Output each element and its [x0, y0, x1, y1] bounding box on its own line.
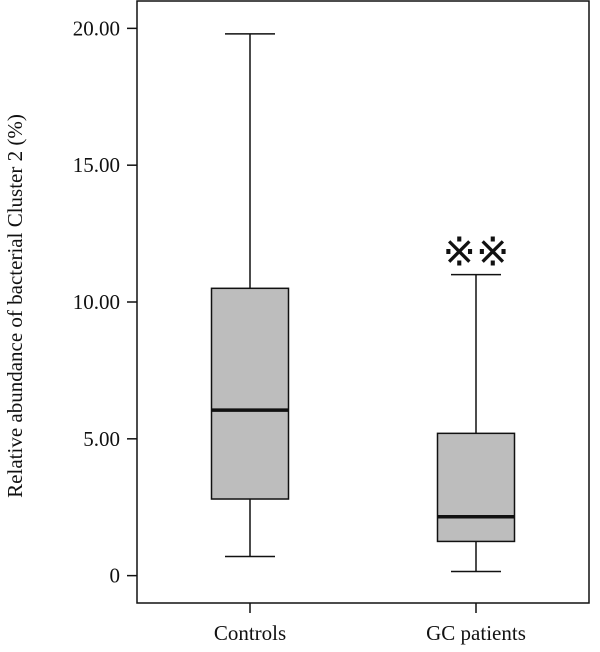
x-tick-label: Controls: [214, 621, 286, 645]
y-axis: 0 5.00 10.00 15.00 20.00: [73, 16, 137, 588]
iqr-box: [210, 287, 290, 500]
y-tick-label: 10.00: [73, 290, 120, 314]
y-tick-label: 20.00: [73, 16, 120, 40]
y-axis-title: Relative abundance of bacterial Cluster …: [3, 114, 27, 498]
y-tick-label: 0: [110, 564, 121, 588]
y-tick-label: 5.00: [83, 427, 120, 451]
y-tick-label: 15.00: [73, 153, 120, 177]
x-axis: Controls GC patients: [214, 603, 526, 645]
plot-frame: [136, 0, 590, 604]
boxes: ※※: [210, 33, 516, 573]
x-tick-label: GC patients: [426, 621, 526, 645]
box-gc-patients: ※※: [436, 230, 516, 573]
significance-marker: ※※: [442, 230, 509, 276]
iqr-box: [436, 432, 516, 543]
box-controls: [210, 33, 290, 558]
